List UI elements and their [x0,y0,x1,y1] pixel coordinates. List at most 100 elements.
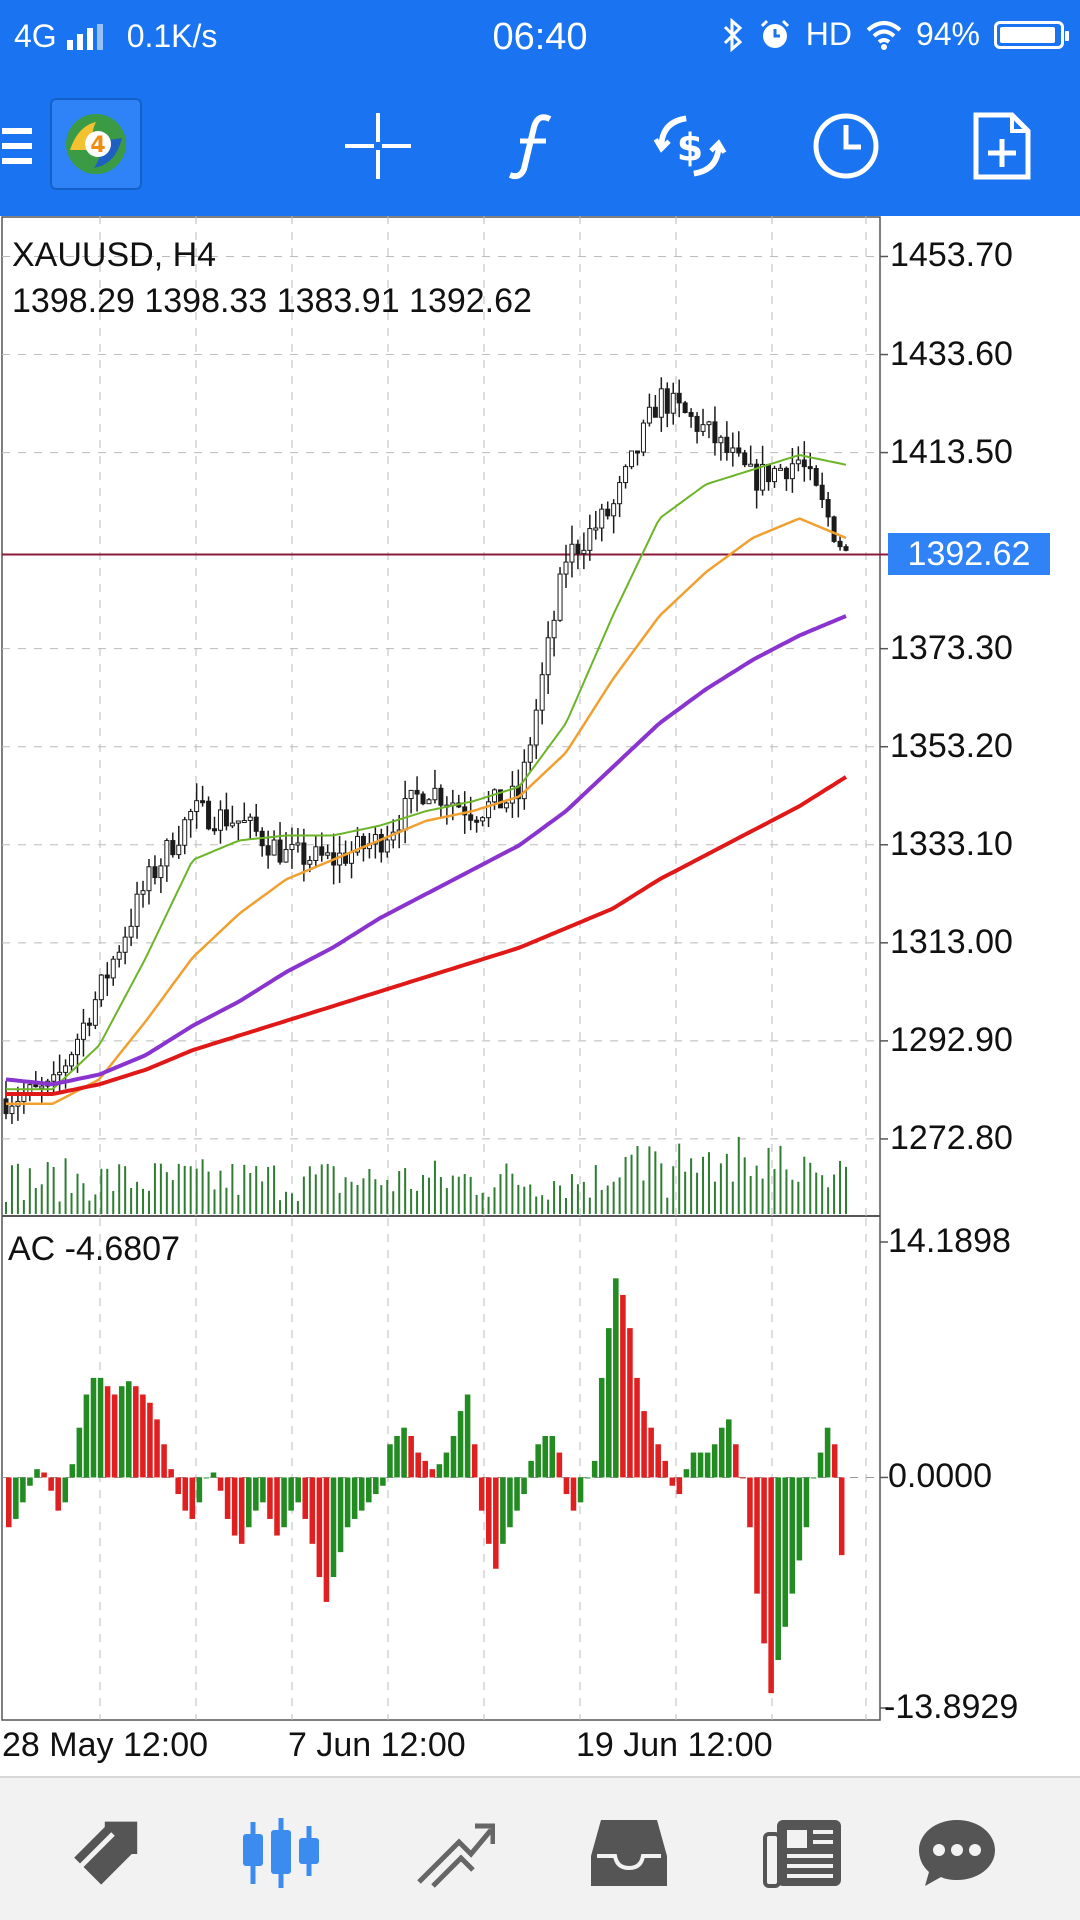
candle-body [33,1084,39,1088]
candle-body [307,859,313,865]
y-tick-label: 1272.80 [890,1118,1013,1157]
candle-body [74,1038,80,1056]
crosshair-icon[interactable] [338,106,418,186]
ac-bar [281,1477,287,1528]
ac-bar [577,1477,584,1503]
timeframe-icon[interactable] [806,106,886,186]
ac-bar [126,1381,132,1478]
indicators-icon[interactable] [494,106,574,186]
battery-percent: 94% [915,16,980,52]
ac-bar [803,1477,810,1528]
candle-body [718,436,724,444]
candle-body [438,787,444,806]
network-type: 4G [14,18,57,54]
ac-tick-label: 0.0000 [888,1457,992,1496]
battery-icon [994,20,1069,49]
candle-body [569,543,575,563]
candle-body [539,674,545,711]
ac-bar [718,1427,725,1478]
candle-body [623,466,629,484]
chart-icon[interactable] [236,1808,326,1898]
candle-body [188,811,194,821]
ac-bar [189,1477,196,1519]
ac-bar [754,1477,760,1594]
ac-bar [13,1477,19,1519]
status-bar: 4G 0.1K/s 06:40 HD 94% [0,0,1080,76]
candle-body [783,467,789,480]
candle-body [688,412,694,417]
candle-body [402,798,408,831]
ac-bar [41,1472,47,1478]
candle-body [122,936,128,953]
ac-bar [408,1435,414,1478]
candle-body [772,468,778,483]
ac-bar [641,1411,647,1478]
ac-bar [76,1427,83,1478]
ac-bar [648,1427,654,1478]
ac-bar [344,1477,351,1528]
ac-bar [55,1477,61,1511]
trade-icon[interactable]: $ [650,106,730,186]
new-order-icon[interactable] [962,106,1042,186]
candle-body [497,789,503,809]
trade-icon[interactable] [410,1808,500,1898]
status-left: 4G 0.1K/s [14,18,217,55]
candle-body [706,421,712,426]
candle-body [57,1071,63,1076]
candle-body [63,1065,69,1073]
menu-icon[interactable] [0,106,34,186]
ac-bar [563,1477,570,1495]
candle-body [617,482,623,505]
ac-bar [140,1394,146,1478]
ac-tick-label: -13.8929 [884,1688,1019,1726]
candle-body [605,508,611,517]
candle-body [843,546,849,551]
candle-body [658,388,664,418]
candle-body [629,450,635,468]
ac-bar [154,1419,160,1478]
ac-bar [761,1477,767,1644]
candle-body [128,925,134,938]
ac-bar [175,1477,181,1495]
ac-bar [323,1477,330,1602]
history-icon[interactable] [584,1808,674,1898]
ac-bar [464,1394,471,1478]
candle-body [420,793,426,805]
ac-bar [775,1477,781,1660]
ac-bar [838,1477,845,1556]
candle-body [426,799,432,805]
ac-bar [401,1427,407,1478]
ac-bar [48,1477,54,1491]
candle-body [432,787,438,801]
candle-body [682,402,688,414]
candle-body [206,800,212,830]
candle-body [313,846,319,861]
metatrader-logo[interactable]: 4 [50,98,142,190]
candle-body [337,852,343,866]
bottom-navigation [0,1776,1080,1920]
candle-body [474,819,480,823]
chat-icon[interactable] [912,1808,1002,1898]
candle-body [319,846,325,856]
chart-area[interactable]: XAUUSD, H4 1398.29 1398.33 1383.91 1392.… [0,216,1080,1776]
candle-body [563,561,569,575]
ac-bar [253,1477,259,1511]
candle-body [807,466,813,470]
candle-body [301,842,307,865]
ac-bar [824,1427,831,1478]
ac-bar [556,1452,563,1478]
toolbar: 4 $ [0,76,1080,216]
candle-body [414,789,420,795]
ac-bar [224,1477,231,1519]
quotes-icon[interactable] [62,1808,152,1898]
news-icon[interactable] [758,1808,848,1898]
candle-body [86,1022,92,1026]
ac-bar [90,1377,97,1478]
candle-body [694,415,700,432]
ac-bar [182,1477,189,1511]
ohlc-label: 1398.29 1398.33 1383.91 1392.62 [12,282,532,320]
candle-body [384,839,390,853]
y-tick-label: 1433.60 [890,334,1013,373]
candle-body [295,842,301,846]
ac-bar [817,1452,824,1478]
